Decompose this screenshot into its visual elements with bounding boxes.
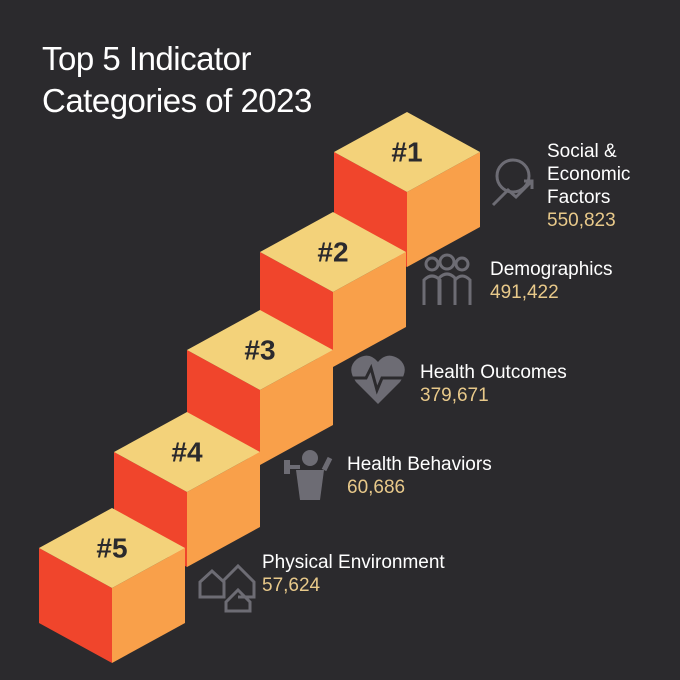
- cube-top: [334, 112, 480, 192]
- cube-left: [334, 152, 407, 267]
- item-name: Health Behaviors: [347, 454, 492, 475]
- cube-right: [260, 350, 333, 465]
- rank: #1: [391, 136, 422, 167]
- cube-left: [187, 350, 260, 465]
- item-value: 57,624: [262, 575, 321, 596]
- cube-right: [407, 152, 480, 267]
- item-name: Health Outcomes: [420, 362, 567, 383]
- item-name: Physical Environment: [262, 552, 445, 573]
- item-label: Health Outcomes 379,671: [420, 361, 567, 407]
- rank: #4: [171, 436, 203, 467]
- cube-right: [112, 548, 185, 663]
- rank: #5: [96, 532, 127, 563]
- icon-people: [422, 253, 472, 305]
- cube-left: [39, 548, 112, 663]
- icon-heart: [351, 355, 405, 404]
- title: Top 5 Indicator Categories of 2023: [42, 40, 312, 119]
- item-name: Demographics: [490, 259, 613, 280]
- cube-left: [114, 452, 187, 567]
- icon-money: [491, 158, 534, 207]
- cube-right: [187, 452, 260, 567]
- cube-top: [114, 412, 260, 492]
- cube-top: [39, 508, 185, 588]
- item-value: 60,686: [347, 477, 406, 498]
- rank: #3: [244, 334, 275, 365]
- cube-top: [187, 310, 333, 390]
- item-label: Health Behaviors 60,686: [347, 453, 492, 499]
- cube-left: [260, 252, 333, 367]
- item-value: 491,422: [490, 282, 559, 303]
- item-label: Physical Environment 57,624: [262, 551, 445, 597]
- item-value: 379,671: [420, 385, 489, 406]
- cube-right: [333, 252, 406, 367]
- item-value: 550,823: [547, 210, 616, 231]
- icon-houses: [198, 563, 256, 613]
- item-label: Social & Economic Factors 550,823: [547, 140, 647, 232]
- item-label: Demographics 491,422: [490, 258, 613, 304]
- cube-top: [260, 212, 406, 292]
- rank: #2: [317, 236, 348, 267]
- item-name: Social & Economic Factors: [547, 141, 631, 208]
- icon-exercise: [284, 450, 333, 500]
